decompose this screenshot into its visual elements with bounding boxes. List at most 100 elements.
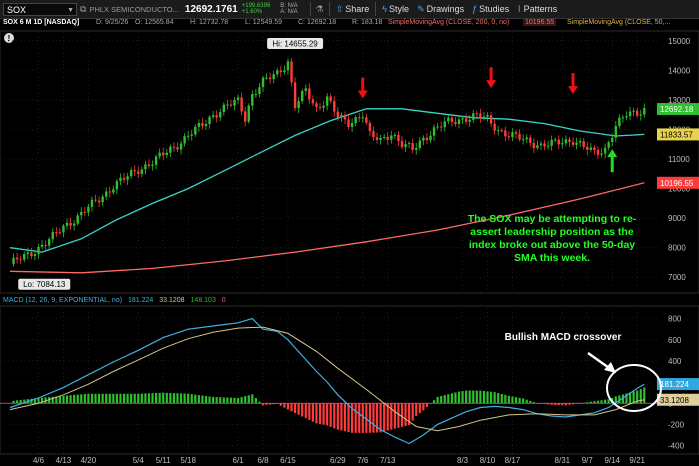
macd-histogram-bar bbox=[628, 392, 632, 404]
patterns-button[interactable]: ⌇ Patterns bbox=[517, 4, 557, 15]
candle-body bbox=[186, 135, 190, 137]
macd-histogram-bar bbox=[179, 393, 183, 404]
macd-histogram-bar bbox=[105, 393, 108, 404]
candle-body bbox=[571, 141, 575, 145]
macd-histogram-bar bbox=[40, 397, 44, 404]
candle-body bbox=[233, 100, 236, 106]
price-tick-label: 10000 bbox=[668, 185, 691, 194]
flask-icon[interactable]: ⚗ bbox=[315, 3, 324, 14]
symbol-input[interactable]: SOX ▼ bbox=[3, 2, 77, 16]
candle-body bbox=[101, 196, 104, 203]
candle-body bbox=[322, 105, 325, 108]
macd-tick-label: 0 bbox=[668, 399, 673, 408]
style-button[interactable]: ϟ Style bbox=[382, 4, 409, 14]
macd-histogram-bar bbox=[450, 393, 453, 404]
candle-body bbox=[336, 111, 340, 118]
lo-label: Lo: 7084.13 bbox=[23, 280, 66, 289]
macd-histogram-bar bbox=[315, 403, 318, 424]
patterns-label: Patterns bbox=[523, 3, 558, 14]
last-price: 12692.1761 bbox=[184, 3, 238, 15]
symbol-value: SOX bbox=[7, 4, 27, 15]
macd-histogram-bar bbox=[108, 393, 111, 404]
macd-histogram-bar bbox=[408, 403, 411, 426]
candle-body bbox=[603, 147, 607, 154]
candle-body bbox=[557, 139, 560, 145]
price-tick-label: 9000 bbox=[668, 214, 686, 223]
macd-histogram-bar bbox=[422, 403, 425, 411]
macd-badge-bg bbox=[657, 378, 699, 391]
macd-histogram-bar bbox=[162, 392, 165, 404]
candle-body bbox=[593, 147, 596, 151]
candle-body bbox=[122, 177, 126, 180]
sma200-badge-bg bbox=[657, 176, 699, 189]
info-icon[interactable] bbox=[4, 33, 14, 43]
candle-body bbox=[625, 116, 628, 118]
candle-body bbox=[325, 96, 329, 106]
candle-body bbox=[457, 119, 461, 125]
macd-histogram-bar bbox=[582, 402, 585, 404]
macd-histogram-bar bbox=[322, 403, 325, 425]
candle-body bbox=[611, 137, 614, 143]
candle-body bbox=[635, 110, 639, 116]
candle-body bbox=[564, 139, 568, 144]
macd-histogram-bar bbox=[429, 403, 432, 404]
macd-histogram-bar bbox=[536, 403, 539, 404]
macd-histogram-bar bbox=[343, 403, 347, 432]
macd-avg-badge-bg bbox=[657, 393, 699, 406]
macd-histogram-bar bbox=[276, 403, 279, 404]
price-tick-label: 12000 bbox=[668, 126, 691, 135]
macd-histogram-bar bbox=[486, 391, 489, 404]
date-tick-label: 4/13 bbox=[56, 456, 72, 465]
macd-avg-badge: 33.1208 bbox=[660, 396, 689, 405]
candle-body bbox=[479, 113, 482, 119]
red-arrow-head bbox=[486, 80, 497, 89]
macd-histogram-bar bbox=[83, 394, 86, 404]
annotation-text-line: assert leadership position as the bbox=[470, 226, 634, 238]
macd-histogram-bar bbox=[368, 403, 372, 433]
candle-body bbox=[65, 222, 69, 226]
candle-body bbox=[461, 118, 464, 120]
candle-body bbox=[418, 140, 422, 149]
price-tick-label: 13000 bbox=[668, 96, 691, 105]
candle-body bbox=[315, 103, 318, 108]
drawings-button[interactable]: ✎ Drawings bbox=[417, 4, 464, 15]
candle-body bbox=[493, 123, 496, 131]
sma50-badge-bg bbox=[657, 128, 699, 141]
date-tick-label: 6/15 bbox=[280, 456, 296, 465]
macd-histogram-bar bbox=[600, 400, 603, 404]
chevron-down-icon[interactable]: ▼ bbox=[67, 6, 74, 14]
macd-histogram-bar bbox=[76, 394, 79, 404]
macd-histogram-bar bbox=[636, 390, 639, 404]
candle-body bbox=[393, 135, 397, 137]
candle-body bbox=[172, 146, 176, 148]
macd-histogram-bar bbox=[147, 393, 151, 404]
macd-histogram-bar bbox=[311, 403, 315, 422]
candle-body bbox=[614, 126, 618, 138]
candle-body bbox=[589, 147, 593, 150]
candle-body bbox=[62, 225, 65, 233]
candle-body bbox=[354, 117, 357, 124]
last-price-badge: 12692.18 bbox=[660, 105, 694, 114]
candle-body bbox=[204, 124, 208, 127]
candle-body bbox=[58, 232, 62, 234]
candle-body bbox=[151, 164, 154, 166]
ask-value: A: N/A bbox=[280, 9, 298, 15]
macd-histogram-bar bbox=[375, 403, 379, 433]
share-button[interactable]: ⇧ Share bbox=[336, 4, 370, 15]
macd-histogram-bar bbox=[272, 403, 275, 405]
macd-histogram-bar bbox=[607, 399, 610, 404]
studies-button[interactable]: ƒ Studies bbox=[472, 4, 509, 14]
macd-histogram-bar bbox=[546, 403, 550, 405]
candle-body bbox=[432, 127, 436, 136]
macd-histogram-bar bbox=[390, 403, 393, 430]
macd-label: MACD (12, 26, 9, EXPONENTIAL, no) bbox=[3, 297, 123, 304]
candle-body bbox=[582, 141, 585, 147]
macd-histogram-bar bbox=[90, 393, 94, 404]
macd-tick-label: -400 bbox=[668, 442, 685, 451]
macd-histogram-bar bbox=[126, 393, 129, 404]
macd-histogram-bar bbox=[571, 403, 575, 405]
macd-histogram-bar bbox=[290, 403, 293, 412]
date-tick-label: 7/13 bbox=[380, 456, 396, 465]
link-icon[interactable]: ⧉ bbox=[80, 3, 87, 14]
